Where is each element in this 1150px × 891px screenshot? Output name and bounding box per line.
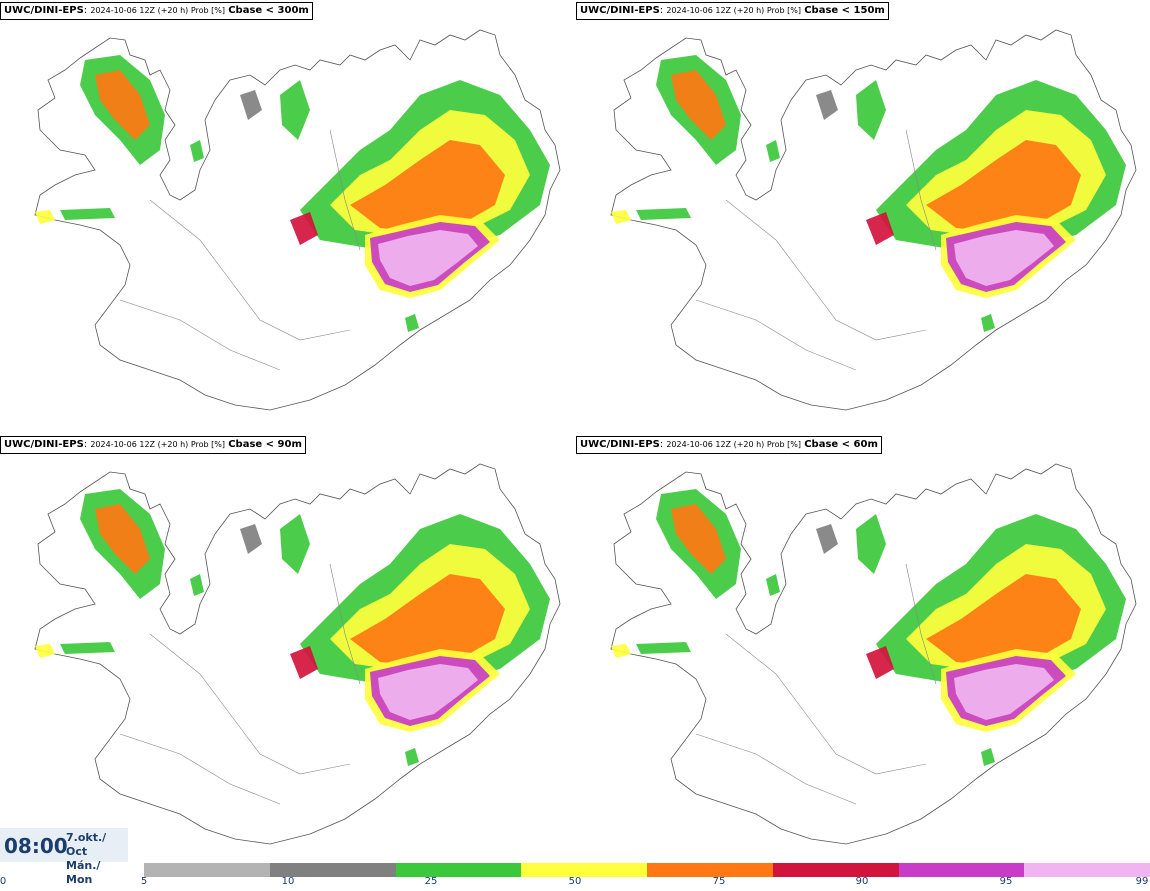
threshold-label: Cbase < 150m: [804, 5, 885, 16]
probability-area: [611, 210, 631, 224]
probability-area: [280, 80, 310, 140]
iceland-map: [610, 463, 1137, 845]
probability-area: [671, 504, 726, 574]
forecast-meta: 2024-10-06 12Z (+20 h) Prob [%]: [666, 6, 802, 15]
probability-area: [378, 664, 478, 720]
forecast-meta: 2024-10-06 12Z (+20 h) Prob [%]: [666, 440, 802, 449]
threshold-label: Cbase < 300m: [228, 5, 309, 16]
model-name: UWC/DINI-EPS: [4, 439, 84, 450]
iceland-map: [610, 29, 1137, 411]
coastline: [34, 29, 561, 411]
iceland-map: [34, 463, 561, 845]
probability-colorbar: [144, 863, 1150, 877]
colorbar-segment: [521, 863, 647, 877]
map-panel-cbase-60: UWC/DINI-EPS: 2024-10-06 12Z (+20 h) Pro…: [576, 434, 1146, 866]
probability-area: [350, 140, 505, 232]
threshold-label: Cbase < 60m: [804, 439, 878, 450]
valid-time-box: 08:00 7.okt./ Oct Mán./ Mon: [0, 828, 128, 886]
probability-area: [95, 70, 150, 140]
colorbar-segment: [395, 863, 522, 877]
colorbar-tick-label: 75: [712, 876, 726, 887]
colorbar-tick-label: 0: [0, 876, 7, 887]
model-name: UWC/DINI-EPS: [580, 439, 660, 450]
iceland-map: [34, 29, 561, 411]
map-panel-cbase-150: UWC/DINI-EPS: 2024-10-06 12Z (+20 h) Pro…: [576, 0, 1146, 432]
colorbar-tick-label: 25: [424, 876, 438, 887]
colorbar-tick-label: 95: [999, 876, 1013, 887]
probability-area: [766, 140, 780, 162]
valid-time: 08:00: [4, 834, 68, 858]
coastline: [610, 463, 1137, 845]
colorbar-tick-label: 10: [281, 876, 295, 887]
map-panel-cbase-90: UWC/DINI-EPS: 2024-10-06 12Z (+20 h) Pro…: [0, 434, 570, 866]
probability-area: [636, 642, 691, 654]
probability-area: [405, 314, 419, 332]
forecast-meta: 2024-10-06 12Z (+20 h) Prob [%]: [90, 440, 226, 449]
probability-area: [350, 574, 505, 666]
valid-date: 7.okt./ Oct Mán./ Mon: [66, 831, 128, 887]
probability-area: [95, 504, 150, 574]
probability-area: [60, 642, 115, 654]
probability-area: [926, 140, 1081, 232]
probability-area: [981, 748, 995, 766]
panel-title: UWC/DINI-EPS: 2024-10-06 12Z (+20 h) Pro…: [0, 2, 313, 20]
probability-area: [866, 212, 894, 245]
model-name: UWC/DINI-EPS: [4, 5, 84, 16]
probability-area: [290, 646, 318, 679]
probability-area: [190, 140, 204, 162]
probability-area: [35, 210, 55, 224]
panel-title: UWC/DINI-EPS: 2024-10-06 12Z (+20 h) Pro…: [576, 436, 882, 454]
colorbar-ticks: 0 5 10 25 50 75 90 95 99: [0, 876, 1150, 891]
probability-area: [954, 230, 1054, 286]
region-borders: [119, 129, 361, 371]
threshold-label: Cbase < 90m: [228, 439, 302, 450]
map-panel-cbase-300: UWC/DINI-EPS: 2024-10-06 12Z (+20 h) Pro…: [0, 0, 570, 432]
probability-area: [611, 644, 631, 658]
probability-area: [816, 90, 838, 120]
probability-area: [766, 574, 780, 596]
probability-area: [290, 212, 318, 245]
probability-area: [636, 208, 691, 220]
colorbar-tick-label: 50: [568, 876, 582, 887]
coastline: [610, 29, 1137, 411]
probability-area: [405, 748, 419, 766]
forecast-meta: 2024-10-06 12Z (+20 h) Prob [%]: [90, 6, 226, 15]
panel-title: UWC/DINI-EPS: 2024-10-06 12Z (+20 h) Pro…: [576, 2, 889, 20]
model-name: UWC/DINI-EPS: [580, 5, 660, 16]
region-borders: [119, 563, 361, 805]
region-borders: [695, 129, 937, 371]
probability-area: [280, 514, 310, 574]
colorbar-segment: [647, 863, 773, 877]
probability-area: [866, 646, 894, 679]
probability-area: [856, 514, 886, 574]
probability-area: [240, 90, 262, 120]
valid-date-line2: Mán./ Mon: [66, 859, 101, 886]
colorbar-tick-label: 99: [1135, 876, 1149, 887]
probability-area: [35, 644, 55, 658]
probability-area: [926, 574, 1081, 666]
probability-area: [816, 524, 838, 554]
probability-area: [190, 574, 204, 596]
probability-area: [671, 70, 726, 140]
panel-title: UWC/DINI-EPS: 2024-10-06 12Z (+20 h) Pro…: [0, 436, 306, 454]
colorbar-tick-label: 90: [855, 876, 869, 887]
probability-area: [981, 314, 995, 332]
colorbar-segment: [1024, 863, 1150, 877]
coastline: [34, 463, 561, 845]
probability-area: [60, 208, 115, 220]
region-borders: [695, 563, 937, 805]
probability-area: [240, 524, 262, 554]
probability-area: [954, 664, 1054, 720]
colorbar-segment: [898, 863, 1025, 877]
colorbar-segment: [772, 863, 899, 877]
probability-area: [856, 80, 886, 140]
colorbar-tick-label: 5: [140, 876, 148, 887]
valid-date-line1: 7.okt./ Oct: [66, 831, 107, 858]
colorbar-segment: [269, 863, 396, 877]
colorbar-segment: [144, 863, 270, 877]
probability-area: [378, 230, 478, 286]
